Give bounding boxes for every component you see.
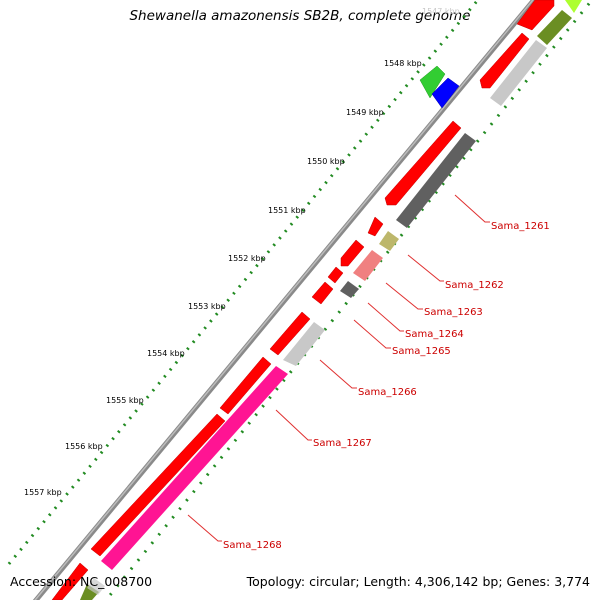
ruler-label: 1553 kbp (188, 302, 226, 311)
outer-tick-dots (104, 0, 594, 600)
cds-feature[interactable] (379, 231, 399, 251)
cds-feature[interactable] (537, 10, 572, 45)
ruler-label: 1554 kbp (147, 349, 185, 358)
ruler: 1547 kbp 1548 kbp 1549 kbp 1550 kbp 1551… (24, 7, 460, 497)
cds-feature[interactable] (419, 65, 446, 99)
cds-feature[interactable] (396, 133, 476, 228)
gene-label: Sama_1261 (491, 221, 550, 232)
ruler-label: 1551 kbp (268, 206, 306, 215)
gene-label: Sama_1268 (223, 540, 282, 551)
cds-feature[interactable] (87, 578, 105, 595)
cds-feature[interactable] (311, 281, 334, 305)
gene-labels: Sama_1261 Sama_1262 Sama_1263 Sama_1264 … (223, 221, 550, 551)
ruler-label: 1555 kbp (106, 396, 144, 405)
connector (367, 302, 404, 332)
connector (319, 359, 357, 389)
connector (275, 409, 312, 441)
ruler-dots (6, 0, 480, 566)
cds-feature[interactable] (283, 322, 325, 366)
ruler-label: 1552 kbp (228, 254, 266, 263)
ruler-label: 1548 kbp (384, 59, 422, 68)
cds-feature[interactable] (565, 0, 582, 13)
label-connectors (187, 194, 490, 542)
cds-feature[interactable] (516, 0, 555, 31)
cds-feature[interactable] (327, 266, 344, 284)
cds-feature[interactable] (90, 413, 226, 557)
ruler-label: 1549 kbp (346, 108, 384, 117)
cds-feature[interactable] (490, 40, 547, 106)
cds-feature[interactable] (80, 584, 99, 600)
genome-summary: Topology: circular; Length: 4,306,142 bp… (246, 574, 590, 589)
map-title: Shewanella amazonensis SB2B, complete ge… (129, 8, 471, 24)
cds-feature[interactable] (479, 32, 530, 89)
connector (454, 194, 490, 223)
cds-feature[interactable] (353, 250, 383, 281)
cds-feature[interactable] (269, 311, 311, 356)
cds-feature[interactable] (431, 77, 460, 109)
genome-backbone-highlight (34, 0, 534, 600)
cds-feature[interactable] (219, 356, 272, 415)
ruler-label: 1550 kbp (307, 157, 345, 166)
accession-label: Accession: NC_008700 (10, 574, 153, 589)
cds-feature[interactable] (51, 562, 89, 600)
gene-label: Sama_1265 (392, 346, 451, 357)
cds-feature[interactable] (367, 216, 384, 237)
cds-feature[interactable] (101, 366, 288, 570)
gene-label: Sama_1263 (424, 307, 483, 318)
ruler-label: 1556 kbp (65, 442, 103, 451)
connector (385, 282, 423, 310)
gene-label: Sama_1267 (313, 438, 372, 449)
connector (407, 254, 444, 282)
cds-feature[interactable] (340, 239, 365, 267)
cds-feature[interactable] (340, 281, 359, 298)
gene-label: Sama_1264 (405, 329, 464, 340)
connector (187, 514, 222, 542)
gene-label: Sama_1266 (358, 387, 417, 398)
cds-track-forward (51, 0, 555, 600)
cds-track-second (80, 0, 582, 600)
gene-label: Sama_1262 (445, 280, 504, 291)
ruler-label: 1547 kbp (422, 7, 460, 16)
genome-backbone (32, 0, 538, 600)
ruler-label: 1557 kbp (24, 488, 62, 497)
cds-feature[interactable] (384, 120, 462, 206)
connector (353, 319, 391, 349)
